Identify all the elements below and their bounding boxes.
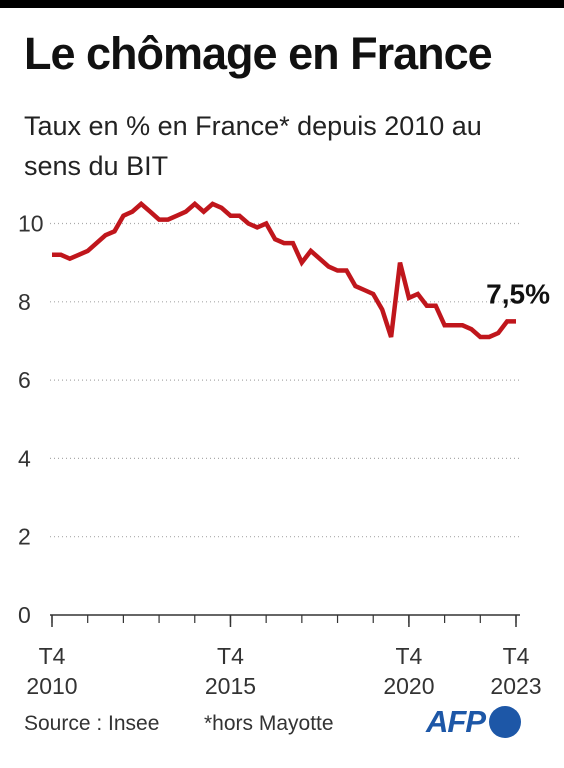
- y-tick-label: 10: [18, 210, 44, 236]
- afp-logo: AFP: [426, 702, 521, 742]
- series-line-unemployment-rate: [52, 200, 516, 340]
- top-rule: [0, 0, 564, 8]
- chart-svg: 0 2 4 6 8 10 T4 2010 T4 2015 T4 2020 T4 2023 7,5%: [18, 200, 550, 699]
- afp-logo-text: AFP: [426, 704, 486, 739]
- footnote: *hors Mayotte: [204, 712, 334, 735]
- x-tick-label-year: 2015: [205, 673, 256, 699]
- y-tick-label: 6: [18, 367, 31, 393]
- y-tick-label: 2: [18, 524, 31, 550]
- chart-subtitle: Taux en % en France* depuis 2010 au sens…: [24, 111, 482, 181]
- chart-title: Le chômage en France: [24, 28, 493, 79]
- x-tick-label-quarter: T4: [39, 643, 66, 669]
- y-tick-label: 0: [18, 602, 31, 628]
- x-tick-label-quarter: T4: [217, 643, 244, 669]
- x-tick-label-year: 2020: [383, 673, 434, 699]
- y-tick-label: 4: [18, 445, 31, 471]
- y-tick-label: 8: [18, 289, 31, 315]
- source-note: Source : Insee: [24, 712, 160, 735]
- x-tick-label-year: 2010: [26, 673, 77, 699]
- x-tick-label-quarter: T4: [503, 643, 530, 669]
- x-tick-label-year: 2023: [490, 673, 541, 699]
- last-value-label: 7,5%: [486, 278, 550, 309]
- x-tick-label-quarter: T4: [396, 643, 423, 669]
- afp-logo-dot-icon: [489, 706, 521, 738]
